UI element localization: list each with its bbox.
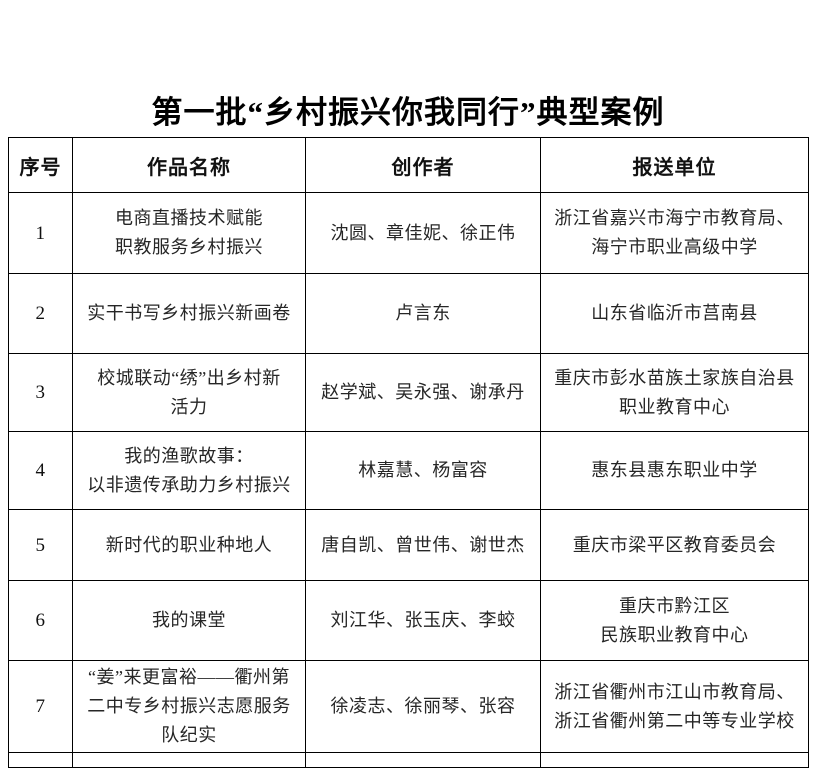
cell-org: 重庆市彭水苗族土家族自治县 职业教育中心 bbox=[540, 353, 809, 432]
cell-author bbox=[305, 752, 541, 768]
cell-org-text: 重庆市梁平区教育委员会 bbox=[572, 534, 777, 555]
cell-title-text: 新时代的职业种地人 bbox=[105, 534, 273, 555]
cell-index: 6 bbox=[8, 580, 73, 661]
cell-author-text: 林嘉慧、杨富容 bbox=[358, 460, 488, 480]
cell-org-text: 惠东县惠东职业中学 bbox=[591, 460, 758, 480]
cell-author-text: 唐自凯、曾世伟、谢世杰 bbox=[321, 534, 525, 555]
cell-title-text: 我的渔歌故事： 以非遗传承助力乡村振兴 bbox=[87, 445, 291, 495]
cell-index: 2 bbox=[8, 273, 73, 354]
cell-org-text: 重庆市彭水苗族土家族自治县 职业教育中心 bbox=[554, 367, 795, 417]
column-header-index: 序号 bbox=[8, 137, 73, 193]
cell-author-text: 沈圆、章佳妮、徐正伟 bbox=[330, 222, 516, 243]
page-title-line-1: 第一批“乡村振兴你我同行”典型案例 bbox=[151, 95, 665, 130]
table-header: 序号 作品名称 创作者 报送单位 bbox=[8, 137, 809, 193]
cell-title-text: 实干书写乡村振兴新画卷 bbox=[87, 303, 291, 323]
cell-author: 刘江华、张玉庆、李蛟 bbox=[305, 580, 541, 661]
cell-title-text: 我的课堂 bbox=[152, 610, 226, 630]
table-row: 2 实干书写乡村振兴新画卷 卢言东 山东省临沂市莒南县 bbox=[8, 273, 809, 354]
table-body: 1 电商直播技术赋能 职教服务乡村振兴 沈圆、章佳妮、徐正伟 浙江省嘉兴市海宁市… bbox=[8, 192, 809, 768]
cell-org: 惠东县惠东职业中学 bbox=[540, 431, 809, 510]
table-row: 3 校城联动“绣”出乡村新 活力 赵学斌、吴永强、谢承丹 重庆市彭水苗族土家族自… bbox=[8, 353, 809, 432]
cell-author-text: 徐凌志、徐丽琴、张容 bbox=[330, 696, 516, 716]
cell-index: 1 bbox=[8, 192, 73, 274]
cell-org: 浙江省衢州市江山市教育局、 浙江省衢州第二中等专业学校 bbox=[540, 660, 809, 753]
cell-author: 唐自凯、曾世伟、谢世杰 bbox=[305, 509, 541, 581]
cell-index: 7 bbox=[8, 660, 73, 753]
cell-org-text: 山东省临沂市莒南县 bbox=[591, 303, 758, 323]
cell-title: “姜”来更富裕——衢州第 二中专乡村振兴志愿服务 队纪实 bbox=[72, 660, 306, 753]
cell-index: 3 bbox=[8, 353, 73, 432]
table-row: 5 新时代的职业种地人 唐自凯、曾世伟、谢世杰 重庆市梁平区教育委员会 bbox=[8, 509, 809, 581]
cell-author: 沈圆、章佳妮、徐正伟 bbox=[305, 192, 541, 274]
cell-org: 浙江省嘉兴市海宁市教育局、 海宁市职业高级中学 bbox=[540, 192, 809, 274]
cell-org: 重庆市黔江区 民族职业教育中心 bbox=[540, 580, 809, 661]
cell-author: 徐凌志、徐丽琴、张容 bbox=[305, 660, 541, 753]
cell-title: 校城联动“绣”出乡村新 活力 bbox=[72, 353, 306, 432]
cell-index bbox=[8, 752, 73, 768]
case-list-table: 序号 作品名称 创作者 报送单位 1 电商直播技术赋能 职教服务乡村振兴 沈圆、… bbox=[8, 137, 809, 768]
table-row: 4 我的渔歌故事： 以非遗传承助力乡村振兴 林嘉慧、杨富容 惠东县惠东职业中学 bbox=[8, 431, 809, 510]
cell-author-text: 卢言东 bbox=[395, 303, 451, 323]
cell-title: 实干书写乡村振兴新画卷 bbox=[72, 273, 306, 354]
cell-title bbox=[72, 752, 306, 768]
cell-author-text: 刘江华、张玉庆、李蛟 bbox=[330, 610, 516, 630]
cell-org-text: 浙江省嘉兴市海宁市教育局、 海宁市职业高级中学 bbox=[554, 208, 795, 257]
table-row: 6 我的课堂 刘江华、张玉庆、李蛟 重庆市黔江区 民族职业教育中心 bbox=[8, 580, 809, 661]
cell-title: 我的渔歌故事： 以非遗传承助力乡村振兴 bbox=[72, 431, 306, 510]
cell-title: 电商直播技术赋能 职教服务乡村振兴 bbox=[72, 192, 306, 274]
cell-title: 我的课堂 bbox=[72, 580, 306, 661]
table-row-partial bbox=[8, 752, 809, 768]
cell-org: 山东省临沂市莒南县 bbox=[540, 273, 809, 354]
cell-org-text: 重庆市黔江区 民族职业教育中心 bbox=[600, 595, 749, 645]
column-header-title: 作品名称 bbox=[72, 137, 306, 193]
cell-title-text: 校城联动“绣”出乡村新 活力 bbox=[97, 367, 281, 417]
column-header-org: 报送单位 bbox=[540, 137, 809, 193]
cell-title: 新时代的职业种地人 bbox=[72, 509, 306, 581]
table-row: 7 “姜”来更富裕——衢州第 二中专乡村振兴志愿服务 队纪实 徐凌志、徐丽琴、张… bbox=[8, 660, 809, 753]
cell-index: 4 bbox=[8, 431, 73, 510]
column-header-author: 创作者 bbox=[305, 137, 541, 193]
cell-org: 重庆市梁平区教育委员会 bbox=[540, 509, 809, 581]
cell-author-text: 赵学斌、吴永强、谢承丹 bbox=[321, 382, 525, 402]
cell-title-text: “姜”来更富裕——衢州第 二中专乡村振兴志愿服务 队纪实 bbox=[87, 667, 291, 745]
document-page: 第一批“乡村振兴你我同行”典型案例 短视频名单 序号 作品名称 创作者 报送单位… bbox=[8, 95, 809, 768]
cell-author: 卢言东 bbox=[305, 273, 541, 354]
cell-author: 赵学斌、吴永强、谢承丹 bbox=[305, 353, 541, 432]
cell-org bbox=[540, 752, 809, 768]
cell-org-text: 浙江省衢州市江山市教育局、 浙江省衢州第二中等专业学校 bbox=[554, 681, 795, 731]
cell-author: 林嘉慧、杨富容 bbox=[305, 431, 541, 510]
table-row: 1 电商直播技术赋能 职教服务乡村振兴 沈圆、章佳妮、徐正伟 浙江省嘉兴市海宁市… bbox=[8, 192, 809, 274]
table-header-row: 序号 作品名称 创作者 报送单位 bbox=[8, 137, 809, 193]
cell-title-text: 电商直播技术赋能 职教服务乡村振兴 bbox=[115, 208, 263, 257]
cell-index: 5 bbox=[8, 509, 73, 581]
